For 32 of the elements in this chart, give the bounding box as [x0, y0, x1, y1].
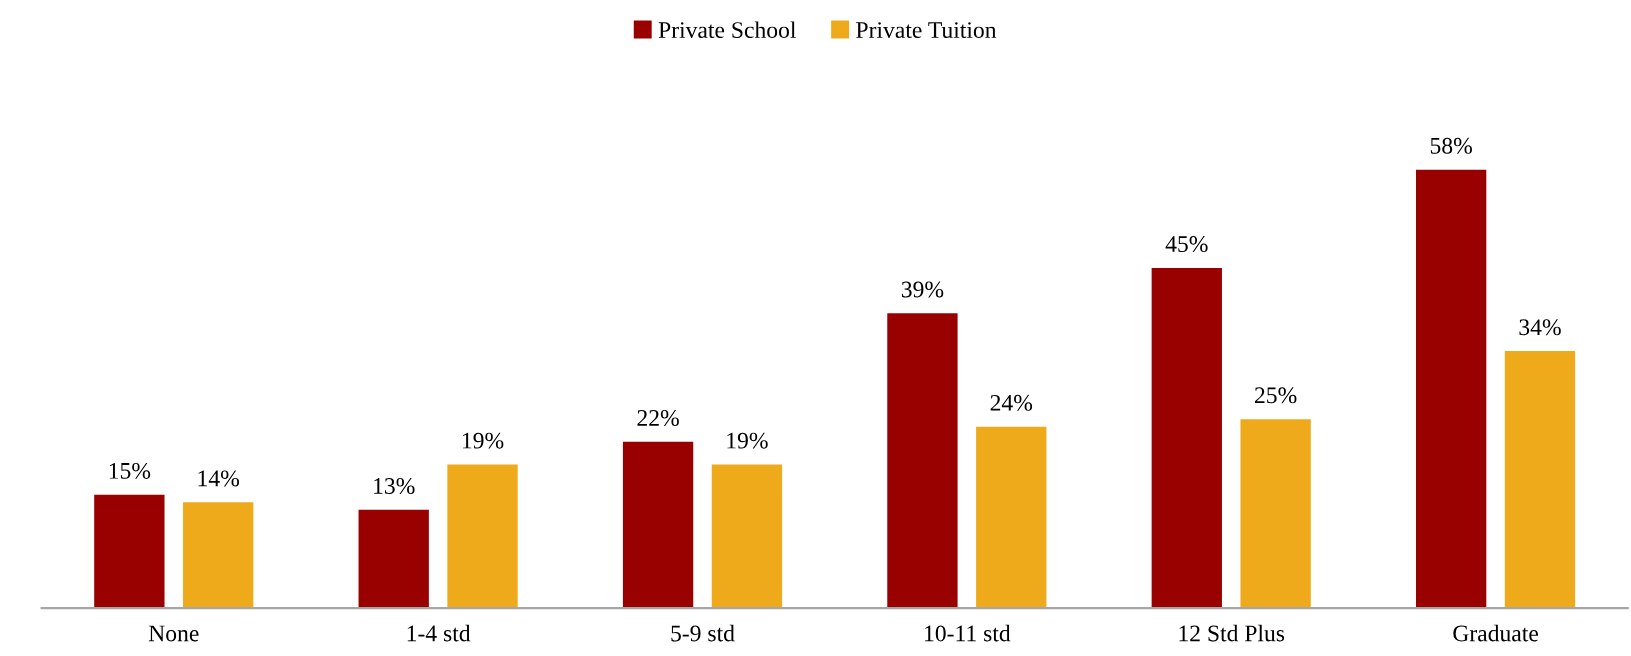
- bar: [94, 494, 165, 609]
- bar: [1504, 351, 1576, 609]
- bar: [887, 313, 958, 609]
- data-label: 15%: [109, 462, 151, 479]
- data-label: 58%: [1430, 137, 1472, 154]
- legend-label: Private Tuition: [856, 22, 997, 39]
- bar: [1240, 419, 1311, 609]
- bar: [1415, 169, 1487, 609]
- data-label: 25%: [1255, 387, 1297, 404]
- bar: [622, 441, 694, 609]
- x-tick-label: 5-9 std: [671, 624, 735, 642]
- bar: [447, 464, 518, 609]
- bar: [976, 426, 1047, 609]
- bar: [1151, 267, 1222, 609]
- bar: [358, 509, 429, 609]
- x-tick-label: None: [148, 625, 199, 642]
- data-label: 34%: [1519, 319, 1561, 336]
- x-tick-label: 10-11 std: [925, 624, 1011, 642]
- data-label: 45%: [1165, 236, 1208, 253]
- data-label: 19%: [727, 432, 768, 449]
- data-label: 22%: [637, 409, 679, 426]
- data-label: 14%: [198, 470, 240, 487]
- data-label: 39%: [901, 281, 944, 298]
- x-tick-label: 12 Std Plus: [1179, 624, 1285, 642]
- x-tick-label: 1-4 std: [407, 624, 471, 642]
- data-label: 24%: [990, 394, 1033, 411]
- bar: [183, 502, 254, 609]
- legend-label: Private School: [658, 21, 796, 39]
- bar: [711, 464, 783, 609]
- data-label: 13%: [374, 478, 415, 495]
- data-label: 19%: [462, 432, 504, 449]
- x-tick-label: Graduate: [1453, 624, 1538, 642]
